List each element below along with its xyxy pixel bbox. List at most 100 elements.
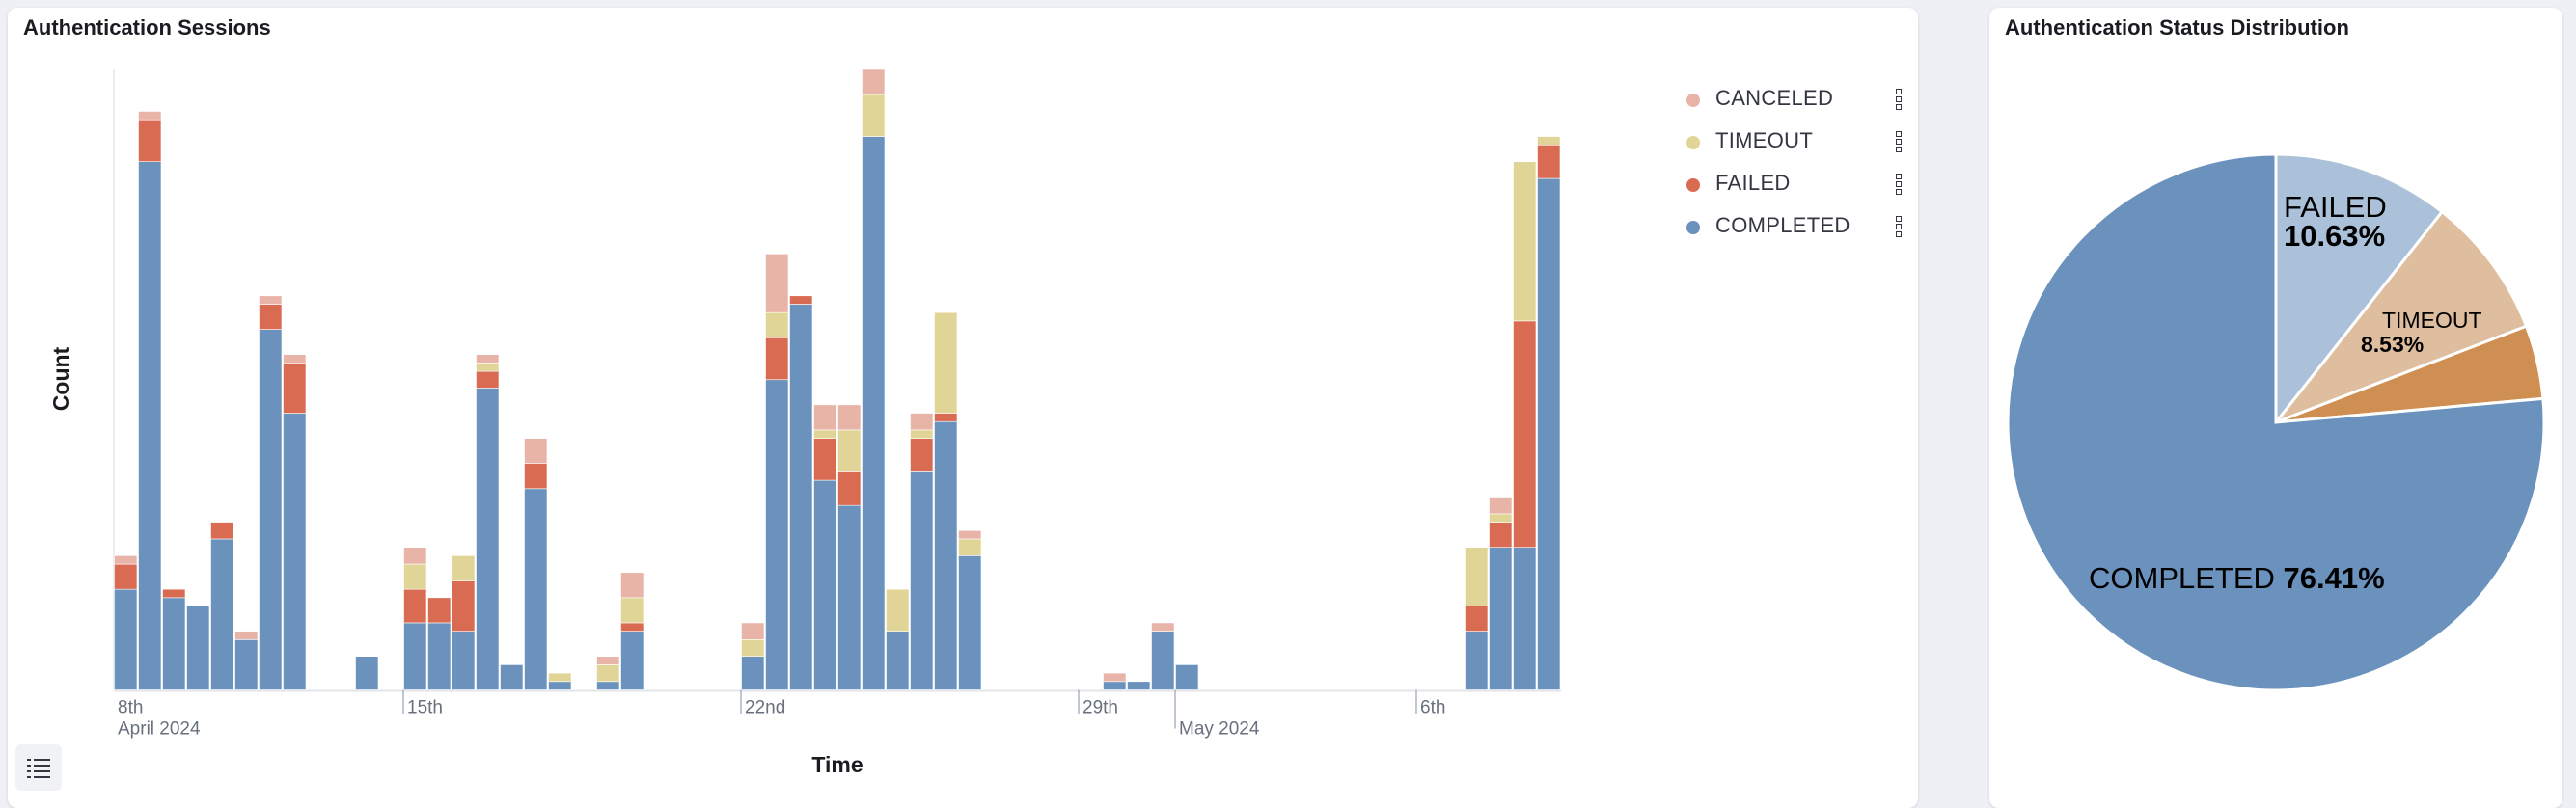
bar-segment-timeout[interactable] [1513,161,1537,322]
bar-segment-canceled[interactable] [403,547,427,565]
bar-segment-timeout[interactable] [452,555,476,581]
drag-handle-icon[interactable] [1896,131,1902,154]
bar-segment-failed[interactable] [910,438,934,472]
bar-segment-completed[interactable] [452,631,476,690]
bar-segment-failed[interactable] [934,413,958,422]
bar-segment-canceled[interactable] [1489,497,1513,515]
bar-segment-completed[interactable] [620,631,644,690]
bar-segment-timeout[interactable] [1465,547,1489,606]
bar-segment-completed[interactable] [403,622,427,690]
bar-segment-timeout[interactable] [886,588,910,632]
bar-segment-canceled[interactable] [259,295,283,305]
bar-segment-canceled[interactable] [476,354,500,364]
bar-segment-failed[interactable] [1489,522,1513,548]
bar-segment-completed[interactable] [1489,547,1513,690]
bar-segment-failed[interactable] [1465,606,1489,632]
bar-segment-failed[interactable] [162,588,186,599]
bar-segment-canceled[interactable] [620,572,644,599]
bar-segment-completed[interactable] [862,136,886,690]
bar-segment-timeout[interactable] [958,538,982,556]
bar-segment-timeout[interactable] [476,363,500,372]
bar-segment-failed[interactable] [476,370,500,389]
bar-segment-canceled[interactable] [741,622,765,640]
bar-segment-canceled[interactable] [524,438,548,465]
bar-segment-completed[interactable] [837,504,862,690]
bar-segment-completed[interactable] [138,161,162,690]
bar-segment-timeout[interactable] [548,672,572,683]
bar-segment-failed[interactable] [403,588,427,624]
bar-segment-completed[interactable] [1537,177,1561,690]
legend-item-completed[interactable]: COMPLETED [1682,210,1913,253]
bar-segment-completed[interactable] [596,681,620,690]
bar-segment-completed[interactable] [1465,631,1489,690]
bar-segment-completed[interactable] [1151,631,1175,690]
drag-handle-icon[interactable] [1896,89,1902,112]
bar-segment-completed[interactable] [210,538,234,690]
bar-segment-failed[interactable] [138,119,162,162]
bar-segment-completed[interactable] [934,420,958,690]
bar-segment-completed[interactable] [886,631,910,690]
bar-segment-failed[interactable] [114,563,138,590]
bar-segment-canceled[interactable] [114,555,138,565]
bar-segment-completed[interactable] [234,639,259,690]
bar-segment-canceled[interactable] [862,68,886,95]
bar-segment-failed[interactable] [524,463,548,490]
bar-segment-completed[interactable] [283,413,307,690]
bar-segment-completed[interactable] [500,664,524,690]
bar-segment-timeout[interactable] [910,429,934,439]
bar-segment-failed[interactable] [765,337,789,381]
bar-segment-canceled[interactable] [1103,672,1127,683]
bar-segment-canceled[interactable] [283,354,307,364]
bar-segment-timeout[interactable] [1537,136,1561,146]
bar-segment-completed[interactable] [548,681,572,690]
bar-segment-completed[interactable] [427,622,452,690]
bar-segment-timeout[interactable] [837,429,862,472]
bar-segment-timeout[interactable] [596,664,620,683]
legend-item-canceled[interactable]: CANCELED [1682,83,1913,125]
bar-segment-completed[interactable] [813,479,837,690]
bar-segment-failed[interactable] [837,471,862,506]
bar-segment-canceled[interactable] [138,111,162,121]
bar-segment-timeout[interactable] [934,311,958,414]
bar-segment-completed[interactable] [259,329,283,690]
bar-segment-failed[interactable] [620,622,644,632]
drag-handle-icon[interactable] [1896,216,1902,239]
pie-slice-timeout[interactable] [2271,209,2529,426]
bar-segment-completed[interactable] [741,656,765,690]
bar-segment-completed[interactable] [476,388,500,690]
bar-segment-canceled[interactable] [234,631,259,640]
legend-item-timeout[interactable]: TIMEOUT [1682,125,1913,168]
bar-segment-completed[interactable] [765,379,789,690]
bar-segment-timeout[interactable] [862,94,886,137]
legend-item-failed[interactable]: FAILED [1682,168,1913,210]
bar-segment-canceled[interactable] [837,404,862,431]
bar-segment-timeout[interactable] [1489,513,1513,523]
bar-segment-completed[interactable] [114,588,138,690]
bar-segment-canceled[interactable] [813,404,837,431]
bar-segment-failed[interactable] [259,304,283,330]
bar-segment-completed[interactable] [1127,681,1151,690]
bar-segment-canceled[interactable] [596,656,620,665]
bar-segment-canceled[interactable] [1151,622,1175,632]
legend-toggle-button[interactable] [15,744,62,791]
bar-segment-failed[interactable] [452,580,476,632]
bar-segment-failed[interactable] [210,522,234,540]
bar-segment-completed[interactable] [958,555,982,690]
pie-slice-completed[interactable] [2006,152,2546,692]
bar-segment-failed[interactable] [283,363,307,414]
bar-segment-completed[interactable] [162,597,186,690]
bar-segment-failed[interactable] [789,295,813,305]
bar-segment-completed[interactable] [789,304,813,690]
bar-segment-canceled[interactable] [765,254,789,313]
drag-handle-icon[interactable] [1896,174,1902,197]
bar-segment-completed[interactable] [186,606,210,690]
bar-segment-completed[interactable] [524,488,548,690]
bar-segment-completed[interactable] [1103,681,1127,690]
bar-segment-timeout[interactable] [741,639,765,658]
bar-segment-failed[interactable] [1513,320,1537,548]
bar-segment-timeout[interactable] [403,563,427,590]
bar-segment-failed[interactable] [1537,144,1561,179]
bar-segment-failed[interactable] [427,597,452,624]
bar-segment-canceled[interactable] [910,413,934,431]
bar-segment-completed[interactable] [1513,547,1537,690]
